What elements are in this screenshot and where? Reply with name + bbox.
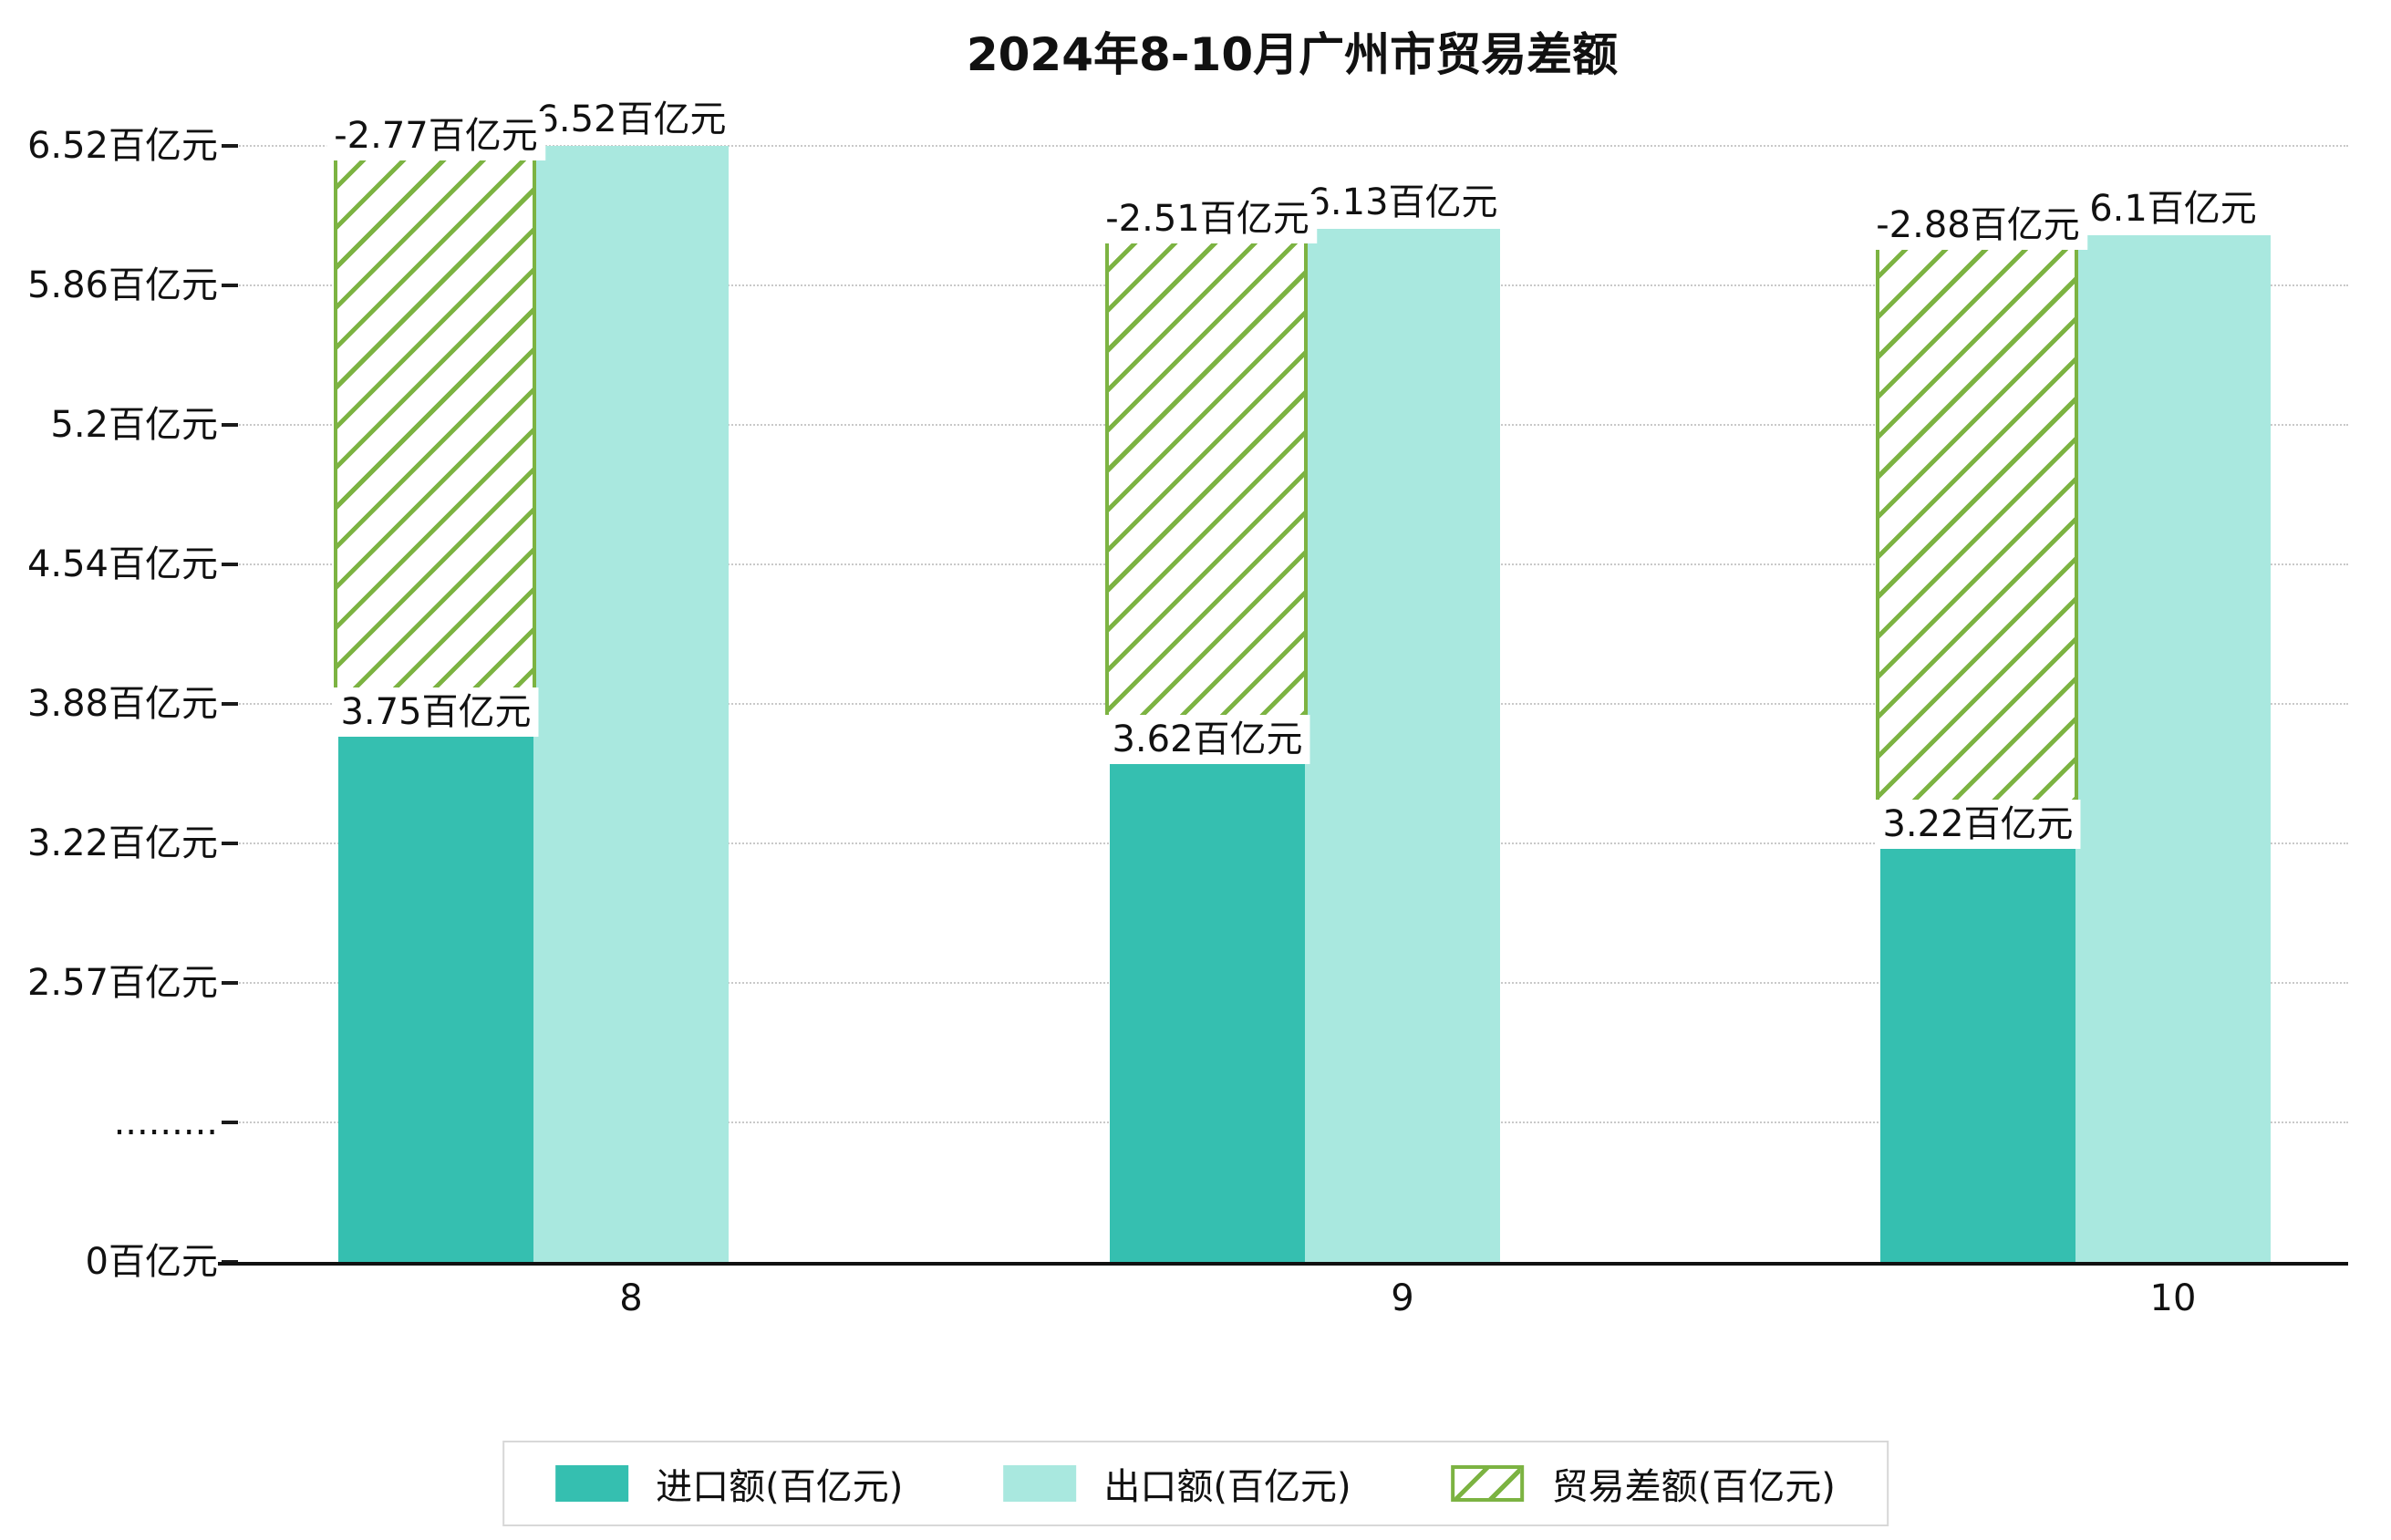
import-value-label: 3.62百亿元 xyxy=(1104,714,1310,764)
import-swatch-icon xyxy=(555,1465,629,1502)
gridline xyxy=(236,145,2348,147)
export-value-label: 6.52百亿元 xyxy=(528,95,734,144)
y-tick-label: 0百亿元 xyxy=(85,1241,218,1283)
y-tick-mark xyxy=(222,842,238,845)
y-tick-label: 3.22百亿元 xyxy=(26,822,218,864)
x-tick-label: 8 xyxy=(619,1277,643,1319)
legend-item-export: 出口额(百亿元) xyxy=(1003,1457,1351,1510)
import-value-label: 3.22百亿元 xyxy=(1875,799,2081,849)
y-tick-mark xyxy=(222,563,238,566)
chart-title: 2024年8-10月广州市贸易差额 xyxy=(966,28,1619,81)
y-tick-mark xyxy=(222,144,238,148)
import-bar xyxy=(338,732,533,1262)
y-tick-mark xyxy=(222,981,238,985)
import-bar xyxy=(1110,760,1305,1262)
y-tick-label: 4.54百亿元 xyxy=(26,543,218,585)
y-axis-break-label: ......... xyxy=(113,1101,218,1143)
y-tick-label: 3.88百亿元 xyxy=(26,683,218,725)
export-bar xyxy=(2075,234,2271,1262)
y-tick-mark xyxy=(222,702,238,706)
legend-label-trade-balance: 贸易差额(百亿元) xyxy=(1551,1466,1836,1508)
trade-balance-bar xyxy=(334,146,536,733)
y-tick-label: 5.86百亿元 xyxy=(26,264,218,306)
export-value-label: 6.1百亿元 xyxy=(2082,183,2264,233)
export-bar xyxy=(533,146,729,1262)
legend: 进口额(百亿元) 出口额(百亿元) 贸易差额(百亿元) xyxy=(502,1441,1889,1526)
trade-balance-bar xyxy=(1105,228,1308,760)
y-tick-mark xyxy=(222,423,238,427)
x-axis-line xyxy=(218,1262,2348,1266)
export-swatch-icon xyxy=(1003,1465,1077,1502)
x-tick-label: 10 xyxy=(2149,1277,2197,1319)
y-tick-label: 5.2百亿元 xyxy=(50,404,218,446)
legend-label-export: 出口额(百亿元) xyxy=(1103,1466,1351,1508)
trade-balance-value-label: -2.51百亿元 xyxy=(1098,193,1317,243)
trade-balance-value-label: -2.88百亿元 xyxy=(1868,200,2087,250)
y-tick-label: 6.52百亿元 xyxy=(26,125,218,167)
import-value-label: 3.75百亿元 xyxy=(333,687,539,737)
y-tick-mark xyxy=(222,284,238,287)
legend-label-import: 进口额(百亿元) xyxy=(656,1466,904,1508)
import-bar xyxy=(1880,844,2075,1262)
trade-balance-bar xyxy=(1876,234,2078,845)
export-value-label: 6.13百亿元 xyxy=(1299,177,1506,227)
legend-item-import: 进口额(百亿元) xyxy=(555,1457,903,1510)
y-tick-mark xyxy=(222,1121,238,1124)
trade-balance-swatch-icon xyxy=(1451,1465,1525,1502)
trade-balance-value-label: -2.77百亿元 xyxy=(326,111,545,160)
y-tick-label: 2.57百亿元 xyxy=(26,962,218,1004)
x-tick-label: 9 xyxy=(1391,1277,1414,1319)
export-bar xyxy=(1305,228,1500,1262)
legend-item-trade-balance: 贸易差额(百亿元) xyxy=(1451,1457,1836,1510)
